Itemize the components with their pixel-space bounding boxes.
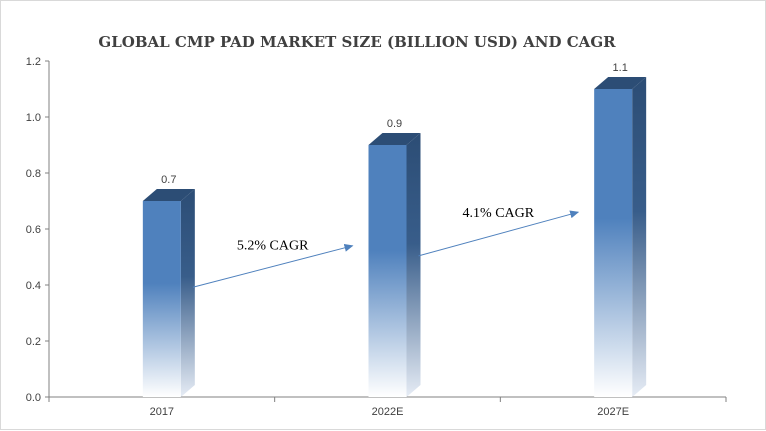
- y-tick-label: 1.0: [26, 112, 41, 124]
- bar-side-face: [180, 189, 195, 397]
- chart-title: GLOBAL CMP PAD MARKET SIZE (BILLION USD)…: [98, 33, 616, 51]
- bar-top-face: [142, 189, 195, 201]
- y-tick-label: 0.6: [26, 224, 41, 236]
- bar-top-face: [368, 133, 421, 145]
- y-tick-label: 1.2: [26, 56, 41, 68]
- x-tick-label: 2017: [150, 406, 174, 418]
- bar: [142, 201, 181, 397]
- data-label: 0.9: [387, 118, 402, 130]
- x-tick-label: 2022E: [372, 406, 404, 418]
- cagr-label: 5.2% CAGR: [237, 239, 309, 254]
- bar-top-face: [594, 77, 647, 89]
- bar: [368, 145, 407, 397]
- bar: [594, 89, 633, 397]
- y-tick-label: 0.2: [26, 336, 41, 348]
- bar-side-face: [632, 77, 647, 397]
- cagr-annotations: 5.2% CAGR 4.1% CAGR: [192, 206, 580, 288]
- cagr-arrow: [418, 210, 580, 257]
- y-tick-label: 0.0: [26, 392, 41, 404]
- y-tick-label: 0.8: [26, 168, 41, 180]
- cagr-arrow: [192, 243, 354, 288]
- data-label: 0.7: [161, 174, 176, 186]
- data-label: 1.1: [613, 62, 628, 74]
- y-tick-label: 0.4: [26, 280, 41, 292]
- bars: 0.7 2017 0.9 2022E 1.1 2027E: [142, 62, 647, 418]
- cagr-label: 4.1% CAGR: [463, 206, 535, 221]
- bar-side-face: [406, 133, 421, 397]
- x-tick-label: 2027E: [597, 406, 629, 418]
